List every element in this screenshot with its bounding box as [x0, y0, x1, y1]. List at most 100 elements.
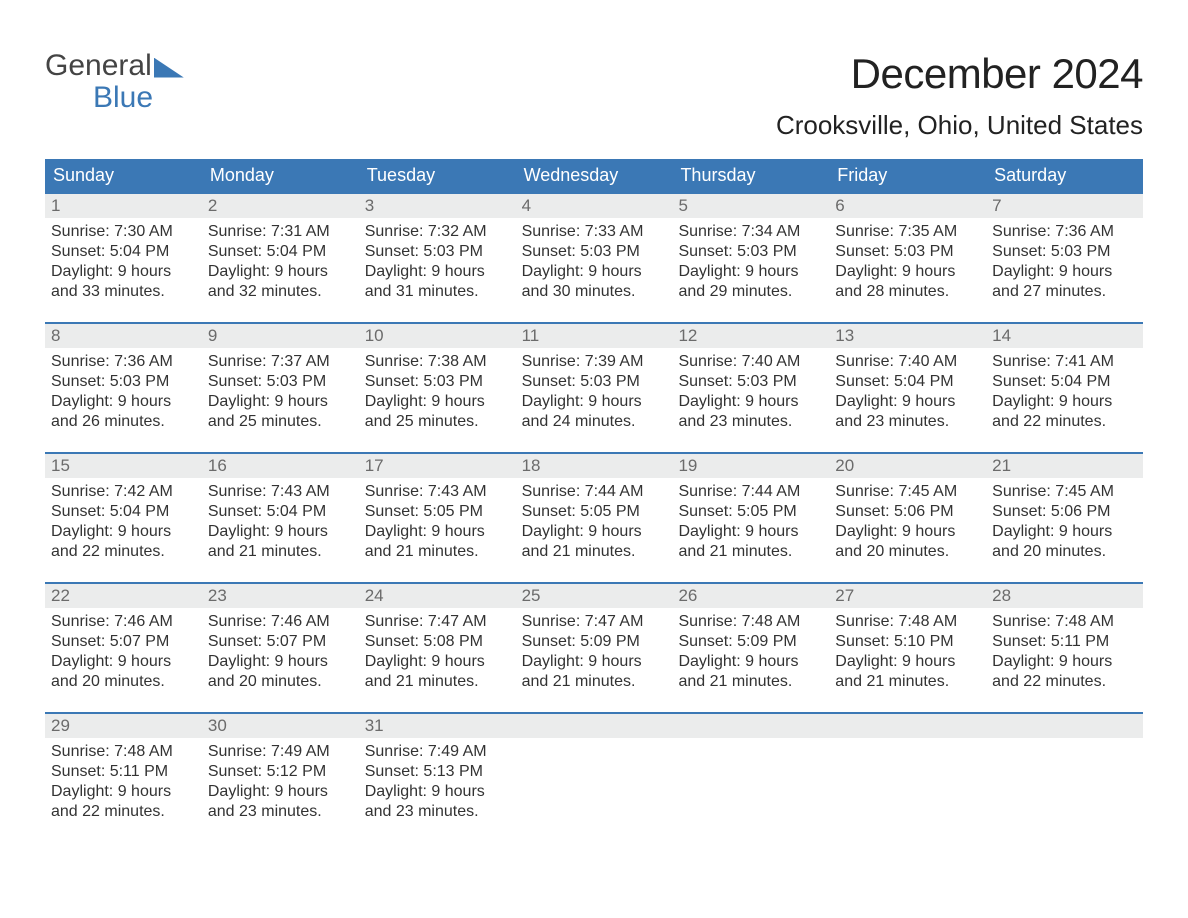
- day-cell: 17Sunrise: 7:43 AMSunset: 5:05 PMDayligh…: [359, 454, 516, 582]
- day-cell: 13Sunrise: 7:40 AMSunset: 5:04 PMDayligh…: [829, 324, 986, 452]
- calendar-table: SundayMondayTuesdayWednesdayThursdayFrid…: [45, 159, 1143, 842]
- day-body: Sunrise: 7:33 AMSunset: 5:03 PMDaylight:…: [516, 218, 673, 302]
- daylight-text: Daylight: 9 hours and 21 minutes.: [208, 522, 353, 562]
- sunrise-text: Sunrise: 7:31 AM: [208, 222, 353, 242]
- day-of-week-header: SundayMondayTuesdayWednesdayThursdayFrid…: [45, 159, 1143, 192]
- daylight-text: Daylight: 9 hours and 22 minutes.: [51, 782, 196, 822]
- daylight-text: Daylight: 9 hours and 21 minutes.: [365, 652, 510, 692]
- day-number: 29: [45, 714, 202, 738]
- day-number: [986, 714, 1143, 738]
- daylight-text: Daylight: 9 hours and 20 minutes.: [208, 652, 353, 692]
- daylight-text: Daylight: 9 hours and 26 minutes.: [51, 392, 196, 432]
- day-body: Sunrise: 7:41 AMSunset: 5:04 PMDaylight:…: [986, 348, 1143, 432]
- brand-line1: General: [45, 50, 152, 82]
- sunrise-text: Sunrise: 7:43 AM: [365, 482, 510, 502]
- sunset-text: Sunset: 5:03 PM: [365, 372, 510, 392]
- daylight-text: Daylight: 9 hours and 20 minutes.: [51, 652, 196, 692]
- day-body: Sunrise: 7:45 AMSunset: 5:06 PMDaylight:…: [986, 478, 1143, 562]
- day-body: Sunrise: 7:45 AMSunset: 5:06 PMDaylight:…: [829, 478, 986, 562]
- day-number: 8: [45, 324, 202, 348]
- day-body: Sunrise: 7:43 AMSunset: 5:05 PMDaylight:…: [359, 478, 516, 562]
- day-cell: 29Sunrise: 7:48 AMSunset: 5:11 PMDayligh…: [45, 714, 202, 842]
- day-cell: 10Sunrise: 7:38 AMSunset: 5:03 PMDayligh…: [359, 324, 516, 452]
- sunrise-text: Sunrise: 7:45 AM: [835, 482, 980, 502]
- sunset-text: Sunset: 5:13 PM: [365, 762, 510, 782]
- day-cell: [672, 714, 829, 842]
- daylight-text: Daylight: 9 hours and 20 minutes.: [992, 522, 1137, 562]
- dow-tuesday: Tuesday: [359, 159, 516, 192]
- day-number: 23: [202, 584, 359, 608]
- sunset-text: Sunset: 5:03 PM: [678, 372, 823, 392]
- day-body: Sunrise: 7:32 AMSunset: 5:03 PMDaylight:…: [359, 218, 516, 302]
- daylight-text: Daylight: 9 hours and 32 minutes.: [208, 262, 353, 302]
- day-cell: 5Sunrise: 7:34 AMSunset: 5:03 PMDaylight…: [672, 194, 829, 322]
- day-number: 22: [45, 584, 202, 608]
- sunset-text: Sunset: 5:11 PM: [51, 762, 196, 782]
- day-number: 19: [672, 454, 829, 478]
- sunset-text: Sunset: 5:03 PM: [522, 242, 667, 262]
- day-cell: 24Sunrise: 7:47 AMSunset: 5:08 PMDayligh…: [359, 584, 516, 712]
- day-body: Sunrise: 7:34 AMSunset: 5:03 PMDaylight:…: [672, 218, 829, 302]
- sunset-text: Sunset: 5:04 PM: [992, 372, 1137, 392]
- day-cell: 6Sunrise: 7:35 AMSunset: 5:03 PMDaylight…: [829, 194, 986, 322]
- month-title: December 2024: [776, 50, 1143, 98]
- day-body: Sunrise: 7:36 AMSunset: 5:03 PMDaylight:…: [45, 348, 202, 432]
- dow-wednesday: Wednesday: [516, 159, 673, 192]
- sunrise-text: Sunrise: 7:36 AM: [51, 352, 196, 372]
- day-body: Sunrise: 7:48 AMSunset: 5:10 PMDaylight:…: [829, 608, 986, 692]
- sunrise-text: Sunrise: 7:44 AM: [678, 482, 823, 502]
- day-number: 21: [986, 454, 1143, 478]
- daylight-text: Daylight: 9 hours and 21 minutes.: [522, 652, 667, 692]
- day-number: 16: [202, 454, 359, 478]
- sunrise-text: Sunrise: 7:38 AM: [365, 352, 510, 372]
- sunset-text: Sunset: 5:03 PM: [835, 242, 980, 262]
- daylight-text: Daylight: 9 hours and 31 minutes.: [365, 262, 510, 302]
- sunrise-text: Sunrise: 7:48 AM: [835, 612, 980, 632]
- day-number: 26: [672, 584, 829, 608]
- week-row: 15Sunrise: 7:42 AMSunset: 5:04 PMDayligh…: [45, 452, 1143, 582]
- day-cell: 30Sunrise: 7:49 AMSunset: 5:12 PMDayligh…: [202, 714, 359, 842]
- day-cell: [829, 714, 986, 842]
- sunset-text: Sunset: 5:03 PM: [365, 242, 510, 262]
- day-body: Sunrise: 7:43 AMSunset: 5:04 PMDaylight:…: [202, 478, 359, 562]
- day-body: Sunrise: 7:48 AMSunset: 5:11 PMDaylight:…: [45, 738, 202, 822]
- day-number: 1: [45, 194, 202, 218]
- brand-line2: Blue: [45, 82, 184, 114]
- sunrise-text: Sunrise: 7:33 AM: [522, 222, 667, 242]
- header: General Blue December 2024 Crooksville, …: [45, 50, 1143, 141]
- day-cell: 28Sunrise: 7:48 AMSunset: 5:11 PMDayligh…: [986, 584, 1143, 712]
- day-number: 10: [359, 324, 516, 348]
- sunrise-text: Sunrise: 7:35 AM: [835, 222, 980, 242]
- daylight-text: Daylight: 9 hours and 22 minutes.: [992, 652, 1137, 692]
- day-body: Sunrise: 7:46 AMSunset: 5:07 PMDaylight:…: [202, 608, 359, 692]
- day-body: Sunrise: 7:49 AMSunset: 5:12 PMDaylight:…: [202, 738, 359, 822]
- day-number: 24: [359, 584, 516, 608]
- daylight-text: Daylight: 9 hours and 21 minutes.: [678, 652, 823, 692]
- day-cell: 8Sunrise: 7:36 AMSunset: 5:03 PMDaylight…: [45, 324, 202, 452]
- day-number: 13: [829, 324, 986, 348]
- day-number: 18: [516, 454, 673, 478]
- daylight-text: Daylight: 9 hours and 30 minutes.: [522, 262, 667, 302]
- sunrise-text: Sunrise: 7:42 AM: [51, 482, 196, 502]
- day-cell: 31Sunrise: 7:49 AMSunset: 5:13 PMDayligh…: [359, 714, 516, 842]
- day-cell: 25Sunrise: 7:47 AMSunset: 5:09 PMDayligh…: [516, 584, 673, 712]
- sunrise-text: Sunrise: 7:41 AM: [992, 352, 1137, 372]
- week-row: 29Sunrise: 7:48 AMSunset: 5:11 PMDayligh…: [45, 712, 1143, 842]
- day-number: 9: [202, 324, 359, 348]
- day-cell: 14Sunrise: 7:41 AMSunset: 5:04 PMDayligh…: [986, 324, 1143, 452]
- day-cell: 3Sunrise: 7:32 AMSunset: 5:03 PMDaylight…: [359, 194, 516, 322]
- sunrise-text: Sunrise: 7:43 AM: [208, 482, 353, 502]
- sunset-text: Sunset: 5:07 PM: [208, 632, 353, 652]
- day-number: [516, 714, 673, 738]
- day-body: Sunrise: 7:36 AMSunset: 5:03 PMDaylight:…: [986, 218, 1143, 302]
- day-body: Sunrise: 7:31 AMSunset: 5:04 PMDaylight:…: [202, 218, 359, 302]
- daylight-text: Daylight: 9 hours and 23 minutes.: [365, 782, 510, 822]
- sunset-text: Sunset: 5:03 PM: [992, 242, 1137, 262]
- day-body: Sunrise: 7:39 AMSunset: 5:03 PMDaylight:…: [516, 348, 673, 432]
- day-body: Sunrise: 7:42 AMSunset: 5:04 PMDaylight:…: [45, 478, 202, 562]
- day-number: 3: [359, 194, 516, 218]
- daylight-text: Daylight: 9 hours and 24 minutes.: [522, 392, 667, 432]
- day-body: Sunrise: 7:47 AMSunset: 5:09 PMDaylight:…: [516, 608, 673, 692]
- day-body: Sunrise: 7:40 AMSunset: 5:04 PMDaylight:…: [829, 348, 986, 432]
- day-number: 14: [986, 324, 1143, 348]
